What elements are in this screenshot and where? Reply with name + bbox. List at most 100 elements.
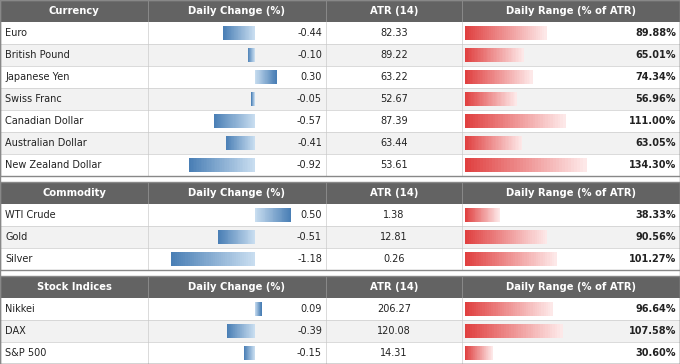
- Bar: [253, 114, 254, 128]
- Bar: [469, 209, 471, 222]
- Bar: [507, 136, 508, 150]
- Bar: [0, 154, 680, 176]
- Bar: [215, 252, 218, 266]
- Bar: [524, 230, 527, 244]
- Bar: [487, 92, 489, 106]
- Bar: [541, 302, 544, 316]
- Bar: [234, 136, 235, 150]
- Bar: [516, 136, 518, 150]
- Bar: [492, 70, 494, 84]
- Bar: [487, 324, 490, 337]
- Bar: [240, 136, 241, 150]
- Text: ATR (14): ATR (14): [370, 188, 418, 198]
- Bar: [475, 324, 477, 337]
- Text: 89.88%: 89.88%: [635, 28, 676, 38]
- Bar: [498, 70, 500, 84]
- Bar: [479, 347, 481, 360]
- Bar: [245, 114, 246, 128]
- Bar: [481, 92, 482, 106]
- Bar: [233, 27, 234, 40]
- Bar: [248, 324, 249, 337]
- Bar: [259, 209, 260, 222]
- Bar: [288, 209, 290, 222]
- Bar: [228, 136, 230, 150]
- Bar: [479, 209, 481, 222]
- Bar: [530, 70, 532, 84]
- Bar: [250, 230, 251, 244]
- Bar: [506, 252, 509, 266]
- Bar: [481, 48, 483, 62]
- Bar: [505, 92, 507, 106]
- Bar: [515, 70, 517, 84]
- Bar: [232, 136, 233, 150]
- Bar: [237, 324, 239, 337]
- Bar: [479, 27, 481, 40]
- Bar: [548, 302, 551, 316]
- Bar: [529, 70, 531, 84]
- Bar: [220, 230, 221, 244]
- Bar: [223, 230, 224, 244]
- Bar: [554, 252, 557, 266]
- Bar: [251, 347, 252, 360]
- Bar: [474, 158, 477, 171]
- Bar: [517, 27, 520, 40]
- Bar: [471, 347, 472, 360]
- Bar: [475, 70, 477, 84]
- Bar: [262, 209, 265, 222]
- Bar: [503, 136, 505, 150]
- Bar: [473, 48, 475, 62]
- Bar: [0, 276, 680, 364]
- Bar: [254, 347, 255, 360]
- Bar: [475, 48, 477, 62]
- Bar: [488, 209, 489, 222]
- Bar: [180, 252, 182, 266]
- Bar: [515, 252, 518, 266]
- Bar: [504, 92, 505, 106]
- Bar: [517, 114, 521, 128]
- Bar: [237, 230, 239, 244]
- Bar: [0, 0, 680, 176]
- Bar: [568, 158, 572, 171]
- Bar: [465, 27, 468, 40]
- Bar: [221, 114, 223, 128]
- Bar: [492, 48, 494, 62]
- Bar: [481, 209, 482, 222]
- Bar: [250, 114, 251, 128]
- Bar: [496, 136, 498, 150]
- Bar: [491, 92, 492, 106]
- Text: 96.64%: 96.64%: [636, 304, 676, 314]
- Bar: [270, 70, 271, 84]
- Bar: [543, 302, 546, 316]
- Text: 111.00%: 111.00%: [629, 116, 676, 126]
- Bar: [480, 158, 483, 171]
- Bar: [481, 252, 483, 266]
- Bar: [487, 302, 490, 316]
- Bar: [483, 114, 486, 128]
- Bar: [490, 252, 493, 266]
- Bar: [480, 347, 481, 360]
- Bar: [477, 114, 481, 128]
- Bar: [498, 136, 500, 150]
- Bar: [468, 92, 469, 106]
- Bar: [247, 347, 248, 360]
- Text: 90.56%: 90.56%: [636, 232, 676, 242]
- Bar: [0, 226, 680, 248]
- Bar: [230, 136, 231, 150]
- Bar: [230, 324, 231, 337]
- Bar: [233, 136, 234, 150]
- Bar: [472, 136, 474, 150]
- Bar: [491, 302, 494, 316]
- Bar: [473, 92, 475, 106]
- Bar: [473, 347, 474, 360]
- Bar: [541, 230, 543, 244]
- Bar: [239, 230, 241, 244]
- Bar: [0, 342, 680, 364]
- Text: British Pound: British Pound: [5, 50, 70, 60]
- Bar: [547, 158, 550, 171]
- Bar: [507, 158, 511, 171]
- Bar: [496, 324, 500, 337]
- Bar: [520, 302, 522, 316]
- Bar: [232, 158, 234, 171]
- Bar: [466, 92, 468, 106]
- Bar: [483, 92, 485, 106]
